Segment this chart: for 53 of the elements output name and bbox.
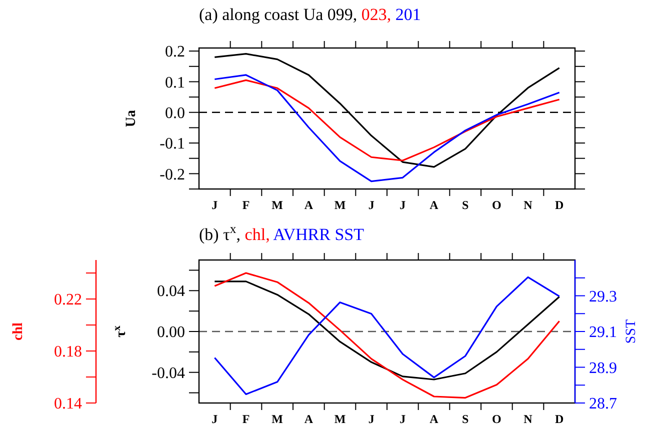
x-tick-label: A xyxy=(430,198,439,212)
x-tick-label: M xyxy=(272,198,283,212)
x-tick-label: A xyxy=(304,198,314,212)
y-tick-label: -0.04 xyxy=(152,364,185,382)
x-tick-label: J xyxy=(400,198,406,212)
y-tick-label: 0.04 xyxy=(157,283,185,300)
y2-tick-label: 28.9 xyxy=(589,360,617,377)
x-tick-label: D xyxy=(554,412,564,426)
x-tick-label: O xyxy=(492,198,502,212)
x-tick-label: D xyxy=(554,198,564,212)
x-tick-label: O xyxy=(492,412,502,426)
y-tick-label: 0.1 xyxy=(165,74,185,92)
series-label: chl, xyxy=(244,225,270,244)
y-tick-label: 0.2 xyxy=(165,44,185,61)
line-series xyxy=(214,280,560,380)
text: 099, xyxy=(327,5,358,24)
text: τ$^{x}$, xyxy=(223,222,241,244)
x-tick-label: N xyxy=(524,412,533,426)
text: AVHRR SST xyxy=(273,225,365,244)
y-tick-label: 0.0 xyxy=(165,104,185,122)
x-tick-label: M xyxy=(334,198,346,212)
y-tick-label: -0.1 xyxy=(160,136,185,153)
y3-axis-title: chl xyxy=(11,322,26,340)
chart-title: (a) along coast Ua xyxy=(199,5,324,24)
chart-title: (b) xyxy=(199,225,219,244)
x-tick-label: F xyxy=(242,412,250,426)
x-tick-label: M xyxy=(334,412,346,426)
y2-axis-title: SST xyxy=(624,318,639,344)
y2-tick-label: 28.7 xyxy=(589,396,617,413)
text: 023, xyxy=(361,5,392,24)
text: 201 xyxy=(395,5,421,24)
x-tick-label: J xyxy=(212,412,218,426)
x-tick-label: J xyxy=(368,412,374,426)
y2-tick-label: 29.1 xyxy=(589,324,617,342)
y-axis-title: Ua xyxy=(124,110,139,128)
x-tick-label: J xyxy=(212,198,218,212)
y-tick-label: 0.00 xyxy=(157,324,185,342)
y3-tick-label: 0.22 xyxy=(54,292,82,309)
x-tick-label: F xyxy=(242,198,250,212)
y-tick-label: -0.2 xyxy=(160,166,185,184)
x-tick-label: S xyxy=(462,412,469,426)
x-tick-label: J xyxy=(400,412,406,426)
line-series xyxy=(214,74,560,182)
x-tick-label: M xyxy=(272,412,283,426)
y3-tick-label: 0.14 xyxy=(54,396,82,413)
x-tick-label: A xyxy=(304,412,314,426)
x-tick-label: J xyxy=(368,198,374,212)
line-series xyxy=(214,79,560,162)
x-tick-label: A xyxy=(430,412,439,426)
y2-tick-label: 29.3 xyxy=(589,288,617,306)
x-tick-label: S xyxy=(462,198,469,212)
y3-tick-label: 0.18 xyxy=(54,344,82,361)
x-tick-label: N xyxy=(524,198,533,212)
